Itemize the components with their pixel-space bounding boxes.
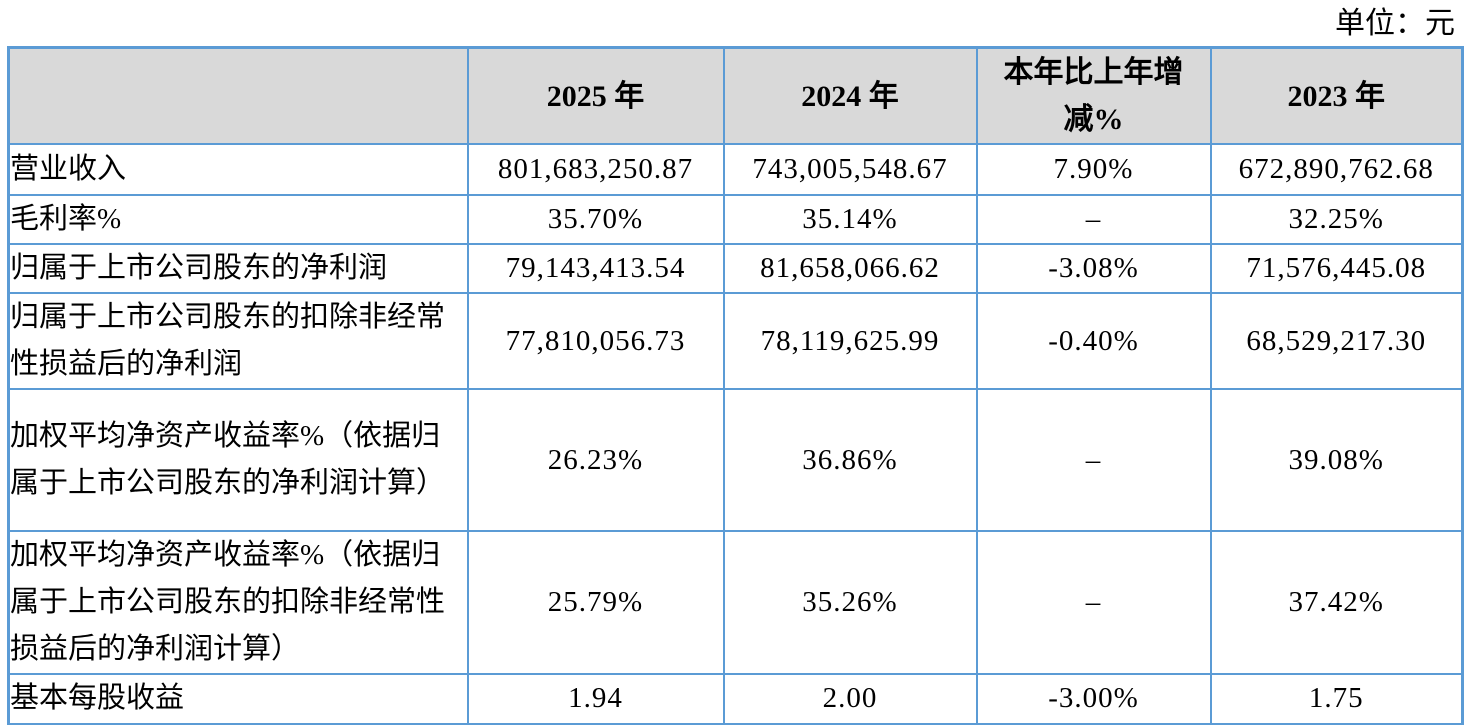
value-2024: 36.86% xyxy=(722,388,978,532)
value-2025: 77,810,056.73 xyxy=(466,292,725,390)
value-change: -3.08% xyxy=(975,243,1212,294)
value-2025: 1.94 xyxy=(466,673,725,725)
value-2025: 26.23% xyxy=(466,388,725,532)
value-change: – xyxy=(975,388,1212,532)
row-label: 毛利率% xyxy=(7,194,469,245)
value-2024: 2.00 xyxy=(722,673,978,725)
header-empty-cell xyxy=(7,46,469,145)
value-2024: 35.14% xyxy=(722,194,978,245)
value-2025: 25.79% xyxy=(466,530,725,675)
value-change: -0.40% xyxy=(975,292,1212,390)
value-2024: 81,658,066.62 xyxy=(722,243,978,294)
row-label: 加权平均净资产收益率%（依据归属于上市公司股东的扣除非经常性损益后的净利润计算） xyxy=(7,530,469,675)
row-label: 归属于上市公司股东的扣除非经常性损益后的净利润 xyxy=(7,292,469,390)
value-2023: 672,890,762.68 xyxy=(1209,143,1464,196)
header-year-2024: 2024 年 xyxy=(722,46,978,145)
value-change: 7.90% xyxy=(975,143,1212,196)
row-label: 基本每股收益 xyxy=(7,673,469,725)
value-2023: 37.42% xyxy=(1209,530,1464,675)
table-row-net-profit: 归属于上市公司股东的净利润 79,143,413.54 81,658,066.6… xyxy=(7,243,1464,294)
value-2023: 1.75 xyxy=(1209,673,1464,725)
value-2024: 78,119,625.99 xyxy=(722,292,978,390)
table-row-weighted-roe: 加权平均净资产收益率%（依据归属于上市公司股东的净利润计算） 26.23% 36… xyxy=(7,388,1464,532)
table-row-operating-revenue: 营业收入 801,683,250.87 743,005,548.67 7.90%… xyxy=(7,143,1464,196)
financial-summary-table: 2025 年 2024 年 本年比上年增减% 2023 年 营业收入 801,6… xyxy=(7,46,1464,725)
unit-label: 单位：元 xyxy=(1335,7,1455,40)
table-header-row: 2025 年 2024 年 本年比上年增减% 2023 年 xyxy=(7,46,1464,145)
value-2025: 35.70% xyxy=(466,194,725,245)
value-2023: 71,576,445.08 xyxy=(1209,243,1464,294)
value-2024: 35.26% xyxy=(722,530,978,675)
value-2023: 39.08% xyxy=(1209,388,1464,532)
value-2023: 68,529,217.30 xyxy=(1209,292,1464,390)
row-label: 营业收入 xyxy=(7,143,469,196)
value-2024: 743,005,548.67 xyxy=(722,143,978,196)
table-row-basic-eps: 基本每股收益 1.94 2.00 -3.00% 1.75 xyxy=(7,673,1464,725)
value-2025: 79,143,413.54 xyxy=(466,243,725,294)
row-label: 加权平均净资产收益率%（依据归属于上市公司股东的净利润计算） xyxy=(7,388,469,532)
table-row-gross-margin: 毛利率% 35.70% 35.14% – 32.25% xyxy=(7,194,1464,245)
header-year-2023: 2023 年 xyxy=(1209,46,1464,145)
table-row-weighted-roe-deducted: 加权平均净资产收益率%（依据归属于上市公司股东的扣除非经常性损益后的净利润计算）… xyxy=(7,530,1464,675)
header-yoy-change: 本年比上年增减% xyxy=(975,46,1212,145)
value-change: -3.00% xyxy=(975,673,1212,725)
value-2023: 32.25% xyxy=(1209,194,1464,245)
value-change: – xyxy=(975,530,1212,675)
value-change: – xyxy=(975,194,1212,245)
value-2025: 801,683,250.87 xyxy=(466,143,725,196)
row-label: 归属于上市公司股东的净利润 xyxy=(7,243,469,294)
table-row-net-profit-deducted: 归属于上市公司股东的扣除非经常性损益后的净利润 77,810,056.73 78… xyxy=(7,292,1464,390)
header-year-2025: 2025 年 xyxy=(466,46,725,145)
